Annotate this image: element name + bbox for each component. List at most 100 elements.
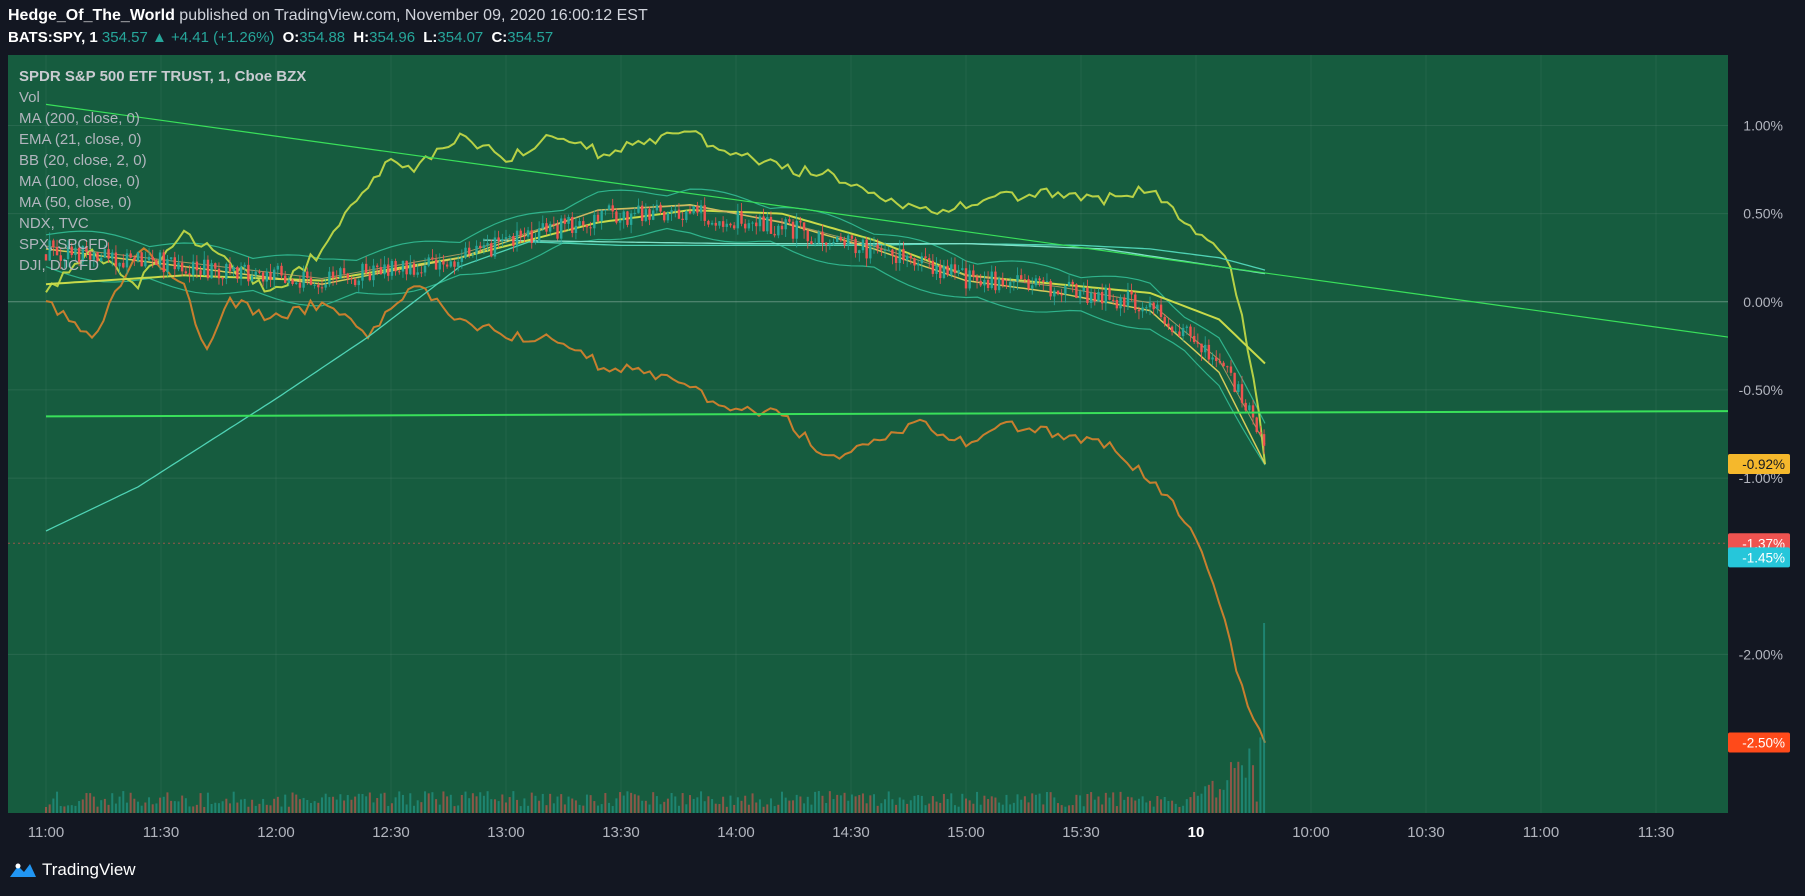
candle-body bbox=[1112, 299, 1115, 301]
candle-body bbox=[766, 216, 769, 232]
y-tick-label: -2.00% bbox=[1739, 646, 1783, 662]
candle-body bbox=[1001, 278, 1004, 286]
candle-body bbox=[618, 219, 622, 223]
x-tick-label: 14:30 bbox=[832, 824, 870, 841]
volume-bar bbox=[884, 799, 887, 813]
tradingview-logo-icon[interactable] bbox=[8, 860, 38, 880]
volume-bar bbox=[876, 805, 879, 813]
brand-name[interactable]: TradingView bbox=[42, 860, 136, 879]
candle-body bbox=[1137, 309, 1141, 312]
candle-body bbox=[335, 278, 338, 280]
volume-bar bbox=[920, 795, 923, 813]
x-tick-label: 10:30 bbox=[1407, 824, 1445, 841]
volume-bar bbox=[258, 803, 261, 813]
volume-bar bbox=[1053, 797, 1056, 813]
volume-bar bbox=[67, 805, 70, 813]
legend-spx[interactable]: SPX, SPCFD bbox=[19, 236, 109, 253]
candle-body bbox=[1204, 344, 1207, 353]
volume-bar bbox=[1134, 800, 1137, 813]
candle-body bbox=[236, 266, 239, 279]
candle-body bbox=[243, 264, 246, 267]
candle-body bbox=[361, 263, 364, 281]
volume-bar bbox=[1222, 789, 1225, 813]
volume-bar bbox=[832, 799, 835, 813]
candle-body bbox=[703, 205, 706, 221]
y-tick-label: 1.00% bbox=[1743, 118, 1783, 134]
volume-bar bbox=[1001, 804, 1004, 813]
candle-body bbox=[552, 223, 556, 225]
candle-body bbox=[777, 225, 780, 236]
volume-bar bbox=[1023, 796, 1026, 813]
candle-body bbox=[162, 252, 165, 273]
candle-body bbox=[77, 247, 81, 262]
volume-bar bbox=[810, 804, 813, 813]
volume-bar bbox=[571, 798, 574, 813]
volume-bar bbox=[394, 797, 397, 813]
indicator-legend: SPDR S&P 500 ETF TRUST, 1, Cboe BZX Vol … bbox=[19, 66, 306, 276]
legend-bb[interactable]: BB (20, close, 2, 0) bbox=[19, 152, 147, 169]
volume-bar bbox=[887, 791, 890, 813]
volume-bar bbox=[659, 804, 662, 813]
volume-bar bbox=[563, 804, 566, 813]
chart-title[interactable]: SPDR S&P 500 ETF TRUST, 1, Cboe BZX bbox=[19, 68, 307, 85]
series-spx bbox=[45, 247, 1266, 744]
candle-body bbox=[1156, 304, 1159, 310]
candle-body bbox=[979, 280, 982, 286]
volume-bar bbox=[1189, 797, 1192, 813]
volume-bar bbox=[114, 803, 117, 813]
volume-bar bbox=[619, 792, 622, 813]
candle-body bbox=[813, 242, 817, 244]
candle-body bbox=[232, 266, 235, 272]
volume-bar bbox=[475, 796, 478, 813]
volume-bar bbox=[1171, 800, 1174, 813]
legend-ma200[interactable]: MA (200, close, 0) bbox=[19, 110, 140, 127]
volume-bar bbox=[928, 803, 931, 813]
candle-body bbox=[898, 248, 901, 263]
volume-bar bbox=[538, 800, 541, 813]
legend-vol[interactable]: Vol bbox=[19, 89, 40, 106]
x-axis-background bbox=[0, 813, 1805, 843]
legend-ma100[interactable]: MA (100, close, 0) bbox=[19, 173, 140, 190]
candle-body bbox=[173, 257, 176, 270]
volume-bar bbox=[265, 804, 268, 813]
open-label: O: bbox=[282, 29, 300, 46]
candle-body bbox=[1075, 284, 1078, 299]
candle-body bbox=[707, 220, 710, 225]
volume-bar bbox=[137, 801, 139, 813]
volume-bar bbox=[1145, 802, 1148, 813]
volume-bar bbox=[652, 792, 655, 813]
candle-body bbox=[780, 225, 784, 230]
candle-body bbox=[195, 261, 199, 271]
legend-ma50[interactable]: MA (50, close, 0) bbox=[19, 194, 132, 211]
candle-body bbox=[147, 256, 151, 261]
plot-background[interactable] bbox=[8, 55, 1728, 813]
symbol-label[interactable]: BATS:SPY, 1 bbox=[8, 29, 98, 46]
candle-body bbox=[718, 221, 721, 226]
volume-bar bbox=[931, 796, 934, 813]
volume-bar bbox=[637, 795, 640, 813]
volume-bar bbox=[850, 794, 853, 813]
y-axis[interactable]: 1.00% 0.50% 0.00% -0.50% -1.00% -2.00% bbox=[1728, 55, 1805, 813]
author-name[interactable]: Hedge_Of_The_World bbox=[8, 7, 175, 24]
x-axis[interactable]: 11:00 11:30 12:00 12:30 13:00 13:30 14:00 14:30… bbox=[0, 813, 1805, 843]
candle-body bbox=[571, 216, 574, 234]
volume-bar bbox=[700, 791, 703, 813]
candle-body bbox=[155, 259, 158, 266]
volume-bar bbox=[722, 796, 725, 813]
volume-bar bbox=[843, 792, 846, 813]
volume-bar bbox=[78, 801, 81, 813]
volume-bar bbox=[346, 795, 349, 813]
volume-bar bbox=[578, 804, 581, 813]
legend-ndx[interactable]: NDX, TVC bbox=[19, 215, 89, 232]
volume-bar bbox=[1229, 762, 1232, 813]
candle-body bbox=[556, 224, 559, 239]
volume-bar bbox=[1115, 806, 1118, 813]
legend-ema21[interactable]: EMA (21, close, 0) bbox=[19, 131, 142, 148]
volume-bar bbox=[869, 795, 872, 813]
volume-bar bbox=[880, 803, 883, 813]
volume-bar bbox=[615, 798, 618, 813]
legend-dji[interactable]: DJI, DJCFD bbox=[19, 257, 99, 274]
volume-bar bbox=[961, 793, 964, 813]
candle-body bbox=[140, 252, 143, 267]
